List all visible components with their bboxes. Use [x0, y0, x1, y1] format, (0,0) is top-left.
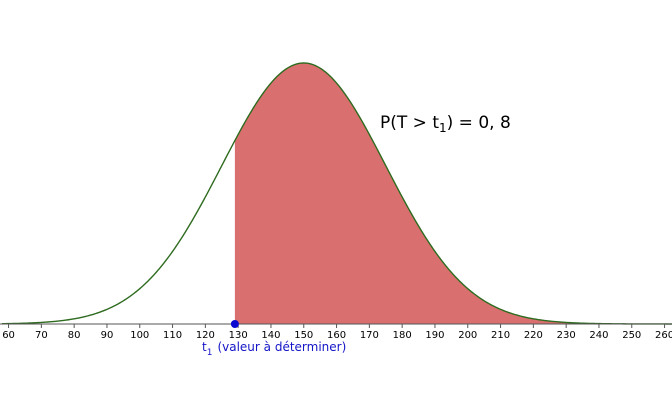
x-tick-label: 80	[68, 330, 81, 341]
shaded-area-layer	[234, 63, 672, 324]
t1-label-subscript: 1	[207, 348, 213, 358]
point-layer	[230, 320, 239, 328]
t1-label-main: t	[202, 340, 207, 354]
x-tick-label: 100	[130, 330, 149, 341]
curve-layer	[1, 62, 672, 325]
probability-annotation: P(T > t1) = 0, 8	[380, 113, 511, 135]
x-tick-label: 210	[491, 330, 510, 341]
annotation-subscript: 1	[439, 121, 447, 135]
x-axis: 60 70 80 90 100 110 120 130 140 150 160 170 180 190 20…	[0, 323, 672, 341]
x-tick-label: 140	[261, 330, 280, 341]
x-tick-label: 240	[589, 330, 608, 341]
x-tick-label: 200	[458, 330, 477, 341]
x-tick-label: 190	[425, 330, 444, 341]
density-curve	[1, 62, 672, 325]
x-tick-label: 130	[229, 330, 248, 341]
x-tick-label: 250	[622, 330, 641, 341]
x-tick-label: 70	[35, 330, 48, 341]
annotation-prefix: P(T > t	[380, 113, 439, 133]
t1-point	[230, 320, 239, 328]
x-tick-label: 60	[2, 330, 15, 341]
t1-label-rest: (valeur à déterminer)	[217, 340, 346, 354]
x-tick-label: 160	[327, 330, 346, 341]
x-tick-label: 90	[101, 330, 114, 341]
x-tick-label: 120	[196, 330, 215, 341]
x-tick-label: 260	[655, 330, 672, 341]
x-tick-label: 230	[557, 330, 576, 341]
t1-label: t1 (valeur à déterminer)	[202, 340, 346, 358]
x-tick-label: 170	[360, 330, 379, 341]
annotation-suffix: ) = 0, 8	[447, 113, 511, 133]
x-tick-label: 150	[294, 330, 313, 341]
x-tick-label: 180	[393, 330, 412, 341]
x-tick-label: 110	[163, 330, 182, 341]
x-tick-label: 220	[524, 330, 543, 341]
shaded-area	[234, 63, 672, 324]
